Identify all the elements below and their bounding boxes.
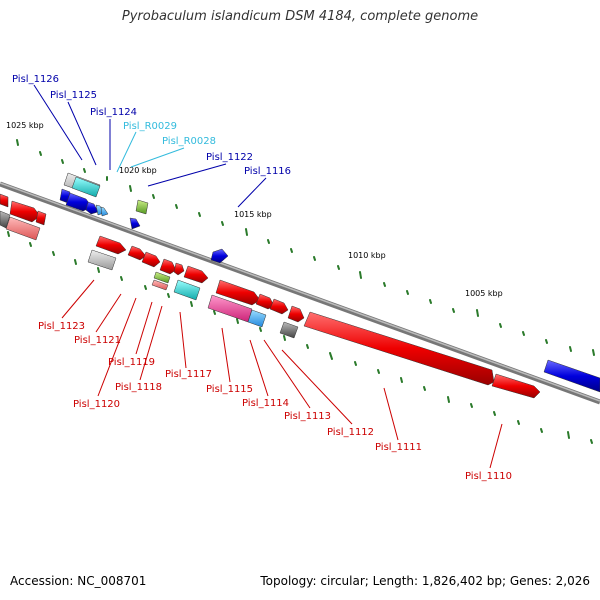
forward-strand-genes (59, 172, 600, 393)
gene-feature[interactable] (269, 298, 289, 315)
gene-feature[interactable] (141, 251, 161, 268)
gene-label-pisl-1119[interactable]: Pisl_1119 (108, 357, 155, 368)
accession-info: Accession: NC_008701 (10, 574, 147, 588)
gene-feature[interactable] (543, 359, 600, 393)
genome-backbone (0, 181, 600, 405)
gene-feature[interactable] (35, 210, 47, 226)
gene-feature[interactable] (303, 311, 495, 386)
genome-summary: Topology: circular; Length: 1,826,402 bp… (260, 574, 590, 588)
gene-feature[interactable] (85, 201, 99, 215)
gene-label-pisl-1118[interactable]: Pisl_1118 (115, 382, 162, 393)
gene-feature[interactable] (0, 193, 9, 208)
forward-gene-labels: Pisl_1126 Pisl_1125 Pisl_1124 Pisl_R0029… (12, 74, 291, 177)
reverse-gene-labels: Pisl_1123 Pisl_1121 Pisl_1119 Pisl_1118 … (38, 321, 512, 482)
reverse-leader-lines (61, 279, 503, 469)
inner-tick-ring (7, 231, 593, 444)
outer-tick-ring (16, 139, 595, 356)
gene-feature[interactable] (173, 262, 185, 276)
gene-feature[interactable] (127, 245, 147, 261)
gene-feature[interactable] (215, 279, 261, 306)
gene-feature[interactable] (71, 176, 101, 198)
genome-backbone-highlight (0, 182, 600, 402)
gene-feature[interactable] (87, 249, 117, 271)
reverse-strand-genes (0, 193, 541, 399)
gene-label-pisl-1114[interactable]: Pisl_1114 (242, 398, 289, 409)
scale-label-1025: 1025 kbp (6, 121, 44, 130)
scale-label-1005: 1005 kbp (465, 289, 503, 298)
scale-label-1020: 1020 kbp (119, 166, 157, 175)
gene-label-pisl-r0028[interactable]: Pisl_R0028 (162, 136, 216, 147)
gene-feature[interactable] (279, 321, 299, 339)
scale-label-1010: 1010 kbp (348, 251, 386, 260)
gene-feature[interactable] (173, 279, 201, 301)
gene-label-pisl-1117[interactable]: Pisl_1117 (165, 369, 212, 380)
gene-feature[interactable] (5, 216, 41, 241)
gene-feature[interactable] (135, 199, 149, 215)
gene-feature[interactable] (247, 309, 267, 328)
gene-feature[interactable] (129, 217, 141, 230)
gene-label-pisl-1111[interactable]: Pisl_1111 (375, 442, 422, 453)
gene-label-pisl-1120[interactable]: Pisl_1120 (73, 399, 120, 410)
gene-label-pisl-r0029[interactable]: Pisl_R0029 (123, 121, 177, 132)
gene-label-pisl-1121[interactable]: Pisl_1121 (74, 335, 121, 346)
gene-label-pisl-1123[interactable]: Pisl_1123 (38, 321, 85, 332)
gene-feature[interactable] (0, 210, 11, 229)
gene-label-pisl-1115[interactable]: Pisl_1115 (206, 384, 253, 395)
gene-label-pisl-1112[interactable]: Pisl_1112 (327, 427, 374, 438)
gene-label-pisl-1110[interactable]: Pisl_1110 (465, 471, 512, 482)
gene-feature[interactable] (151, 279, 169, 291)
gene-feature[interactable] (153, 271, 171, 284)
gene-feature[interactable] (287, 305, 305, 323)
gene-label-pisl-1126[interactable]: Pisl_1126 (12, 74, 59, 85)
gene-feature[interactable] (95, 235, 127, 255)
gene-feature[interactable] (183, 265, 209, 284)
gene-feature[interactable] (491, 373, 541, 399)
gene-feature[interactable] (9, 200, 41, 223)
forward-leader-lines (33, 84, 267, 208)
scale-labels: 1025 kbp 1020 kbp 1015 kbp 1010 kbp 1005… (6, 121, 503, 298)
gene-label-pisl-1116[interactable]: Pisl_1116 (244, 166, 291, 177)
gene-feature[interactable] (100, 206, 109, 217)
gene-label-pisl-1125[interactable]: Pisl_1125 (50, 90, 97, 101)
gene-feature[interactable] (210, 248, 229, 264)
map-title: Pyrobaculum islandicum DSM 4184, complet… (121, 9, 479, 24)
gene-label-pisl-1122[interactable]: Pisl_1122 (206, 152, 253, 163)
gene-feature[interactable] (159, 258, 177, 275)
gene-label-pisl-1124[interactable]: Pisl_1124 (90, 107, 137, 118)
scale-label-1015: 1015 kbp (234, 210, 272, 219)
gene-label-pisl-1113[interactable]: Pisl_1113 (284, 411, 331, 422)
